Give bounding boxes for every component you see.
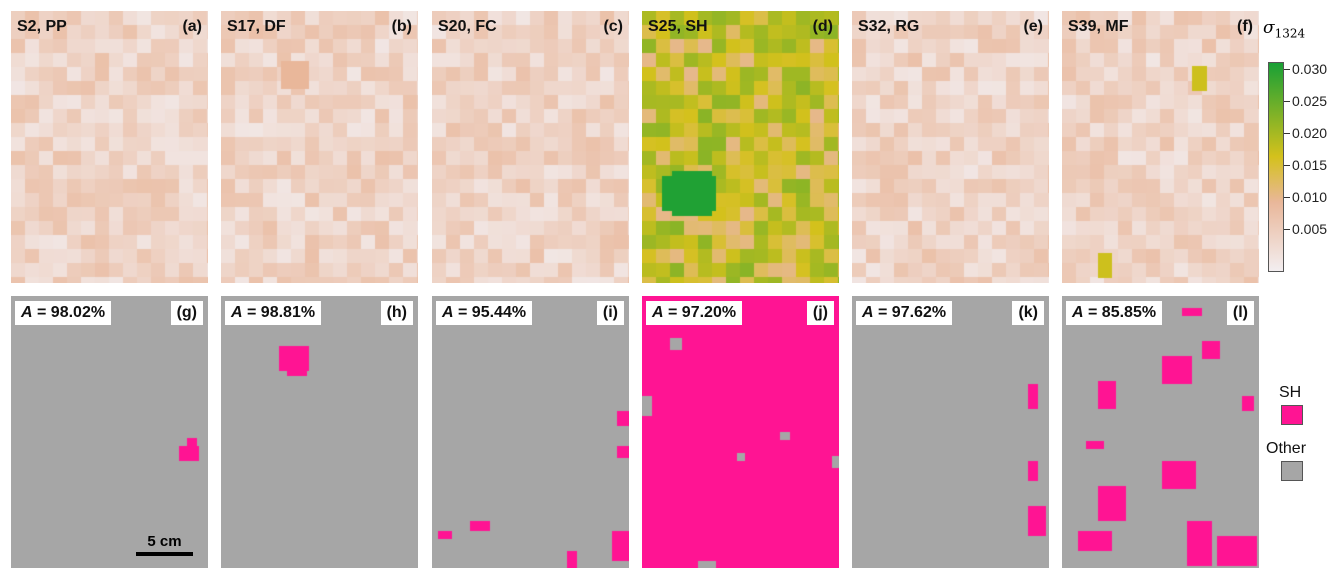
accuracy-box: A = 95.44% xyxy=(436,301,533,325)
panel-letter: (l) xyxy=(1226,301,1254,325)
panel-letter: (a) xyxy=(182,18,202,35)
colorbar-title: σ1324 xyxy=(1263,18,1306,41)
panel-e: S32, RG (e) xyxy=(852,11,1049,283)
colorbar-tick-label: 0.025 xyxy=(1292,93,1328,109)
accuracy-box: A = 97.20% xyxy=(646,301,743,325)
colorbar-tick-label: 0.010 xyxy=(1292,189,1328,205)
heatmap-e xyxy=(852,11,1049,283)
panel-j: A = 97.20% (j) xyxy=(642,296,839,568)
colorbar-tick xyxy=(1284,69,1290,70)
panel-g: A = 98.02% (g) 5 cm xyxy=(11,296,208,568)
panel-a: S2, PP (a) xyxy=(11,11,208,283)
legend-sh-swatch xyxy=(1281,405,1303,425)
panel-title: S17, DF xyxy=(227,18,286,35)
panel-letter: (j) xyxy=(806,301,834,325)
panel-letter: (g) xyxy=(170,301,203,325)
classmap-j xyxy=(642,296,839,568)
panel-letter: (h) xyxy=(380,301,413,325)
accuracy-box: A = 98.02% xyxy=(15,301,112,325)
accuracy-box: A = 98.81% xyxy=(225,301,322,325)
panel-d: S25, SH (d) xyxy=(642,11,839,283)
colorbar-tick-label: 0.015 xyxy=(1292,157,1328,173)
scale-bar: 5 cm xyxy=(136,533,193,556)
heatmap-c xyxy=(432,11,629,283)
colorbar-tick xyxy=(1284,197,1290,198)
colorbar-tick-label: 0.005 xyxy=(1292,221,1328,237)
heatmap-f xyxy=(1062,11,1259,283)
colorbar-tick-label: 0.020 xyxy=(1292,125,1328,141)
panel-title: S39, MF xyxy=(1068,18,1129,35)
panel-letter: (e) xyxy=(1023,18,1043,35)
classmap-h xyxy=(221,296,418,568)
colorbar-tick xyxy=(1284,101,1290,102)
classmap-i xyxy=(432,296,629,568)
panel-i: A = 95.44% (i) xyxy=(432,296,629,568)
heatmap-d xyxy=(642,11,839,283)
panel-title: S32, RG xyxy=(858,18,920,35)
colorbar-tick-label: 0.030 xyxy=(1292,61,1328,77)
panel-letter: (f) xyxy=(1237,18,1253,35)
accuracy-box: A = 97.62% xyxy=(856,301,953,325)
colorbar-tick xyxy=(1284,133,1290,134)
classmap-k xyxy=(852,296,1049,568)
panel-b: S17, DF (b) xyxy=(221,11,418,283)
panel-title: S2, PP xyxy=(17,18,67,35)
panel-letter: (d) xyxy=(812,18,833,35)
legend-sh-label: SH xyxy=(1279,384,1302,401)
panel-letter: (c) xyxy=(603,18,623,35)
accuracy-box: A = 85.85% xyxy=(1066,301,1163,325)
panel-l: A = 85.85% (l) xyxy=(1062,296,1259,568)
heatmap-a xyxy=(11,11,208,283)
classmap-g xyxy=(11,296,208,568)
panel-title: S25, SH xyxy=(648,18,708,35)
colorbar xyxy=(1268,62,1284,272)
legend-other-swatch xyxy=(1281,461,1303,481)
panel-f: S39, MF (f) xyxy=(1062,11,1259,283)
panel-title: S20, FC xyxy=(438,18,497,35)
panel-h: A = 98.81% (h) xyxy=(221,296,418,568)
panel-letter: (i) xyxy=(596,301,624,325)
panel-letter: (b) xyxy=(391,18,412,35)
heatmap-b xyxy=(221,11,418,283)
colorbar-tick xyxy=(1284,165,1290,166)
panel-letter: (k) xyxy=(1012,301,1044,325)
classmap-l xyxy=(1062,296,1259,568)
panel-k: A = 97.62% (k) xyxy=(852,296,1049,568)
legend-other-label: Other xyxy=(1266,440,1307,457)
colorbar-tick xyxy=(1284,229,1290,230)
panel-c: S20, FC (c) xyxy=(432,11,629,283)
